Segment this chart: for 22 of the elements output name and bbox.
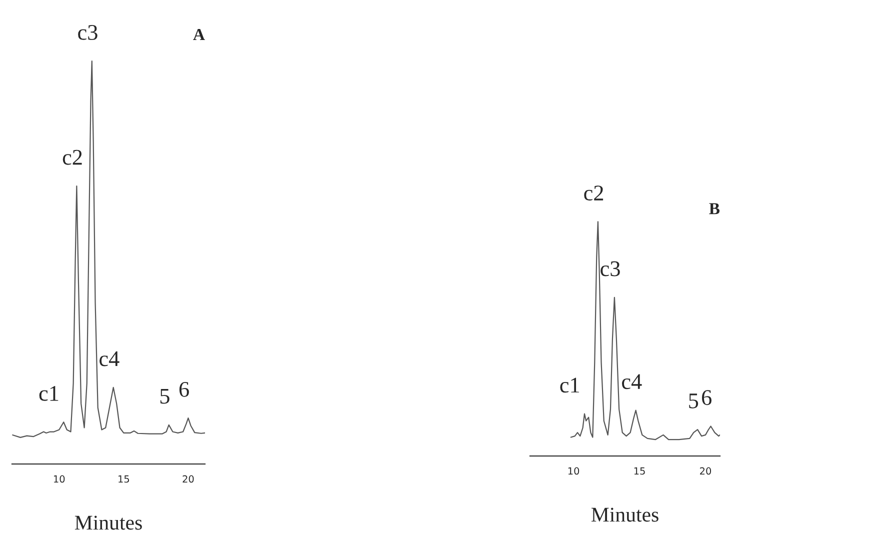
x-tick-label: 15 xyxy=(634,467,645,475)
annotation: 6 xyxy=(702,390,712,406)
x-axis-title: Minutes xyxy=(591,508,658,522)
chart-title: A xyxy=(193,28,205,40)
x-tick-label: 10 xyxy=(54,475,65,483)
annotation: c2 xyxy=(584,186,604,201)
annotation: c3 xyxy=(600,261,620,276)
annotation: c2 xyxy=(62,150,82,165)
chart-title: B xyxy=(709,203,720,214)
annotation: c3 xyxy=(78,24,98,40)
x-tick-label: 15 xyxy=(118,475,130,483)
annotation: c1 xyxy=(560,378,579,393)
x-tick-label: 20 xyxy=(182,475,194,483)
annotation: c1 xyxy=(39,386,58,401)
annotation: c4 xyxy=(622,374,642,390)
x-axis-title: Minutes xyxy=(74,516,142,530)
annotation: 5 xyxy=(689,394,698,408)
x-tick-label: 20 xyxy=(700,467,712,475)
x-tick-label: 10 xyxy=(568,467,580,475)
annotation: 5 xyxy=(160,388,170,404)
annotation: c4 xyxy=(100,351,120,366)
annotation: 6 xyxy=(179,382,189,397)
